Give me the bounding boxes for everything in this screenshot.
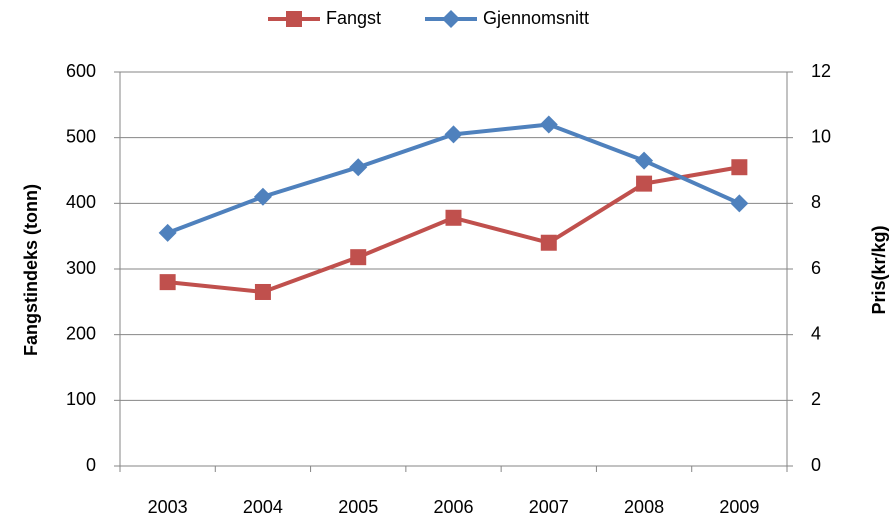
- legend-marker: [442, 10, 460, 28]
- x-tick-label: 2006: [433, 497, 473, 517]
- legend-label: Fangst: [326, 8, 381, 28]
- series-line: [167, 165, 740, 294]
- data-point: [540, 234, 557, 251]
- y2-tick-label: 4: [811, 323, 821, 343]
- y-tick-label: 200: [66, 323, 96, 343]
- data-point: [731, 159, 748, 176]
- data-point: [159, 274, 176, 291]
- y-axis-title: Fangstindeks (tonn): [21, 184, 41, 356]
- x-tick-label: 2005: [338, 497, 378, 517]
- y-tick-label: 600: [66, 61, 96, 81]
- data-point: [730, 194, 749, 213]
- x-tick-label: 2009: [719, 497, 759, 517]
- data-point: [636, 175, 653, 192]
- data-point: [635, 151, 654, 170]
- y-tick-label: 0: [86, 455, 96, 475]
- data-point: [539, 115, 558, 134]
- y-tick-label: 500: [66, 126, 96, 146]
- y2-tick-label: 10: [811, 126, 831, 146]
- data-point: [158, 223, 177, 242]
- data-point: [253, 187, 272, 206]
- x-tick-label: 2003: [148, 497, 188, 517]
- y2-tick-label: 8: [811, 192, 821, 212]
- legend-marker: [286, 11, 302, 27]
- data-point: [445, 209, 462, 226]
- y2-axis-title: Pris(kr/kg): [869, 225, 889, 314]
- y2-tick-label: 12: [811, 61, 831, 81]
- legend-label: Gjennomsnitt: [483, 8, 589, 28]
- x-tick-label: 2008: [624, 497, 664, 517]
- y2-tick-label: 2: [811, 389, 821, 409]
- data-point: [349, 158, 368, 177]
- data-point: [254, 283, 271, 300]
- x-tick-label: 2007: [529, 497, 569, 517]
- y-tick-label: 400: [66, 192, 96, 212]
- y-tick-label: 300: [66, 258, 96, 278]
- x-tick-label: 2004: [243, 497, 283, 517]
- y-tick-label: 100: [66, 389, 96, 409]
- y2-tick-label: 0: [811, 455, 821, 475]
- data-point: [350, 249, 367, 266]
- data-point: [444, 125, 463, 144]
- y2-tick-label: 6: [811, 258, 821, 278]
